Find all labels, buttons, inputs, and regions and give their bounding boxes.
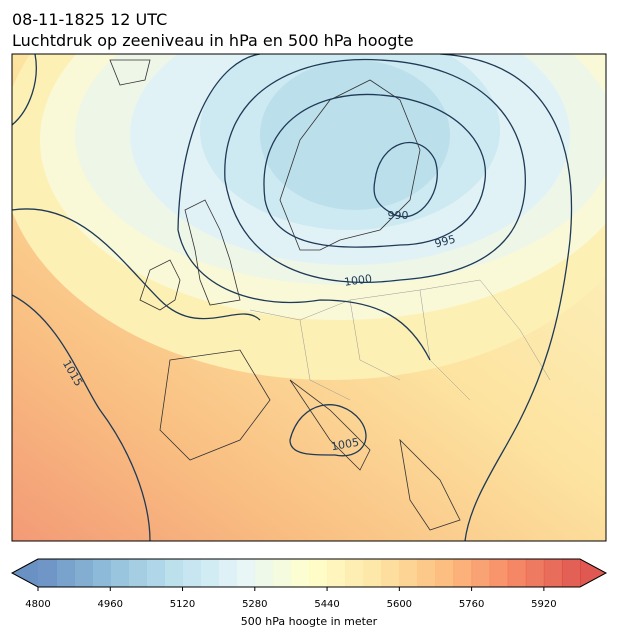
colorbar-block [146, 559, 165, 587]
colorbar-block [290, 559, 310, 587]
contour-label: 1005 [330, 436, 360, 454]
colorbar-outline [10, 558, 608, 588]
colorbar-block [38, 559, 57, 587]
colorbar-block [435, 559, 455, 587]
colorbar-tick-label: 5120 [170, 599, 195, 610]
colorbar-tick-label: 4960 [98, 599, 123, 610]
colorbar-block [164, 559, 184, 587]
colorbar-block [363, 559, 382, 587]
colorbar-block [272, 559, 292, 587]
colorbar-block [399, 559, 418, 587]
colorbar-extend [12, 559, 38, 587]
colorbar-block [56, 559, 75, 587]
colorbar-block [327, 559, 346, 587]
colorbar-extend [580, 559, 606, 587]
colorbar-block [92, 559, 111, 587]
colorbar-tick-label: 5280 [242, 599, 267, 610]
colorbar-block [471, 559, 491, 587]
colorbar-block [345, 559, 364, 587]
contour-label: 1000 [343, 272, 373, 289]
colorbar-block [489, 559, 509, 587]
colorbar-block [128, 559, 147, 587]
colorbar-tick-label: 5920 [531, 599, 556, 610]
colorbar-tick-label: 5440 [314, 599, 339, 610]
title: Luchtdruk op zeeniveau in hPa en 500 hPa… [12, 31, 414, 50]
colorbar-block [507, 559, 527, 587]
map [12, 54, 606, 541]
colorbar-tick-label: 5600 [387, 599, 412, 610]
colorbar-block [561, 559, 581, 587]
map-frame [11, 53, 607, 542]
colorbar-block [218, 559, 238, 587]
contour-label: 990 [388, 209, 409, 222]
colorbar-block [453, 559, 473, 587]
colorbar-label: 500 hPa hoogte in meter [241, 615, 378, 628]
colorbar-block [417, 559, 436, 587]
contour-label: 995 [433, 232, 457, 250]
colorbar-block [381, 559, 400, 587]
colorbar-block [525, 559, 545, 587]
colorbar-block [74, 559, 93, 587]
colorbar-block [182, 559, 202, 587]
colorbar-tick-label: 5760 [459, 599, 484, 610]
colorbar: 4800 4960 5120 5280 5440 5600 5760 5920 [10, 558, 608, 610]
colorbar-block [543, 559, 563, 587]
colorbar-block [236, 559, 256, 587]
colorbar-tick-label: 4800 [25, 599, 50, 610]
colorbar-block [200, 559, 220, 587]
colorbar-block [110, 559, 129, 587]
colorbar-block [309, 559, 328, 587]
date: 08-11-1825 12 UTC [12, 10, 167, 29]
colorbar-block [254, 559, 274, 587]
